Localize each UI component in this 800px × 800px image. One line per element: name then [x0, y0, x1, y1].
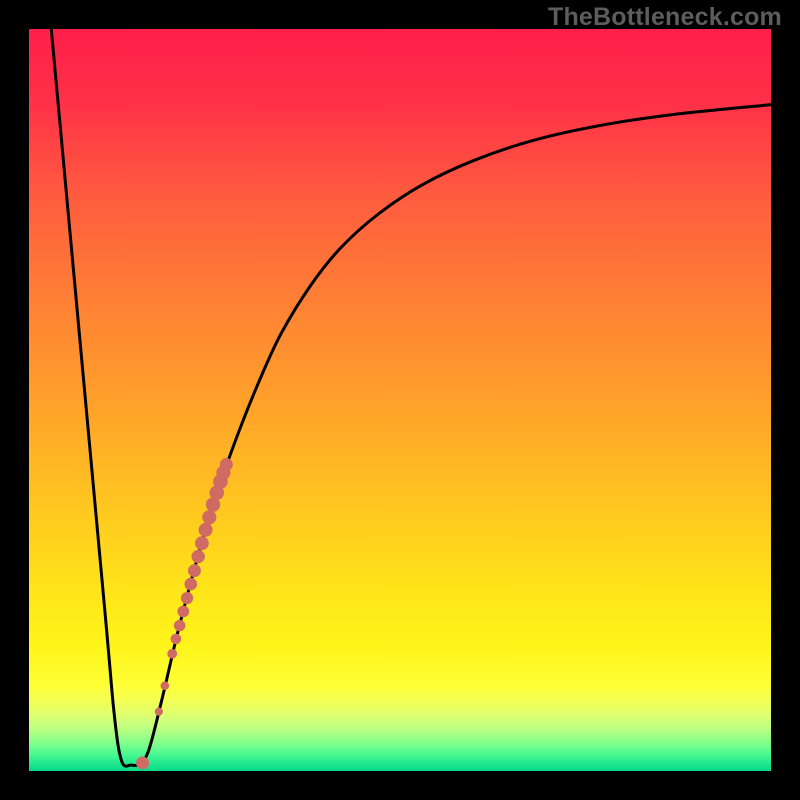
chart-stage: TheBottleneck.com: [0, 0, 800, 800]
watermark-text: TheBottleneck.com: [548, 3, 782, 32]
plot-border: [29, 29, 771, 771]
